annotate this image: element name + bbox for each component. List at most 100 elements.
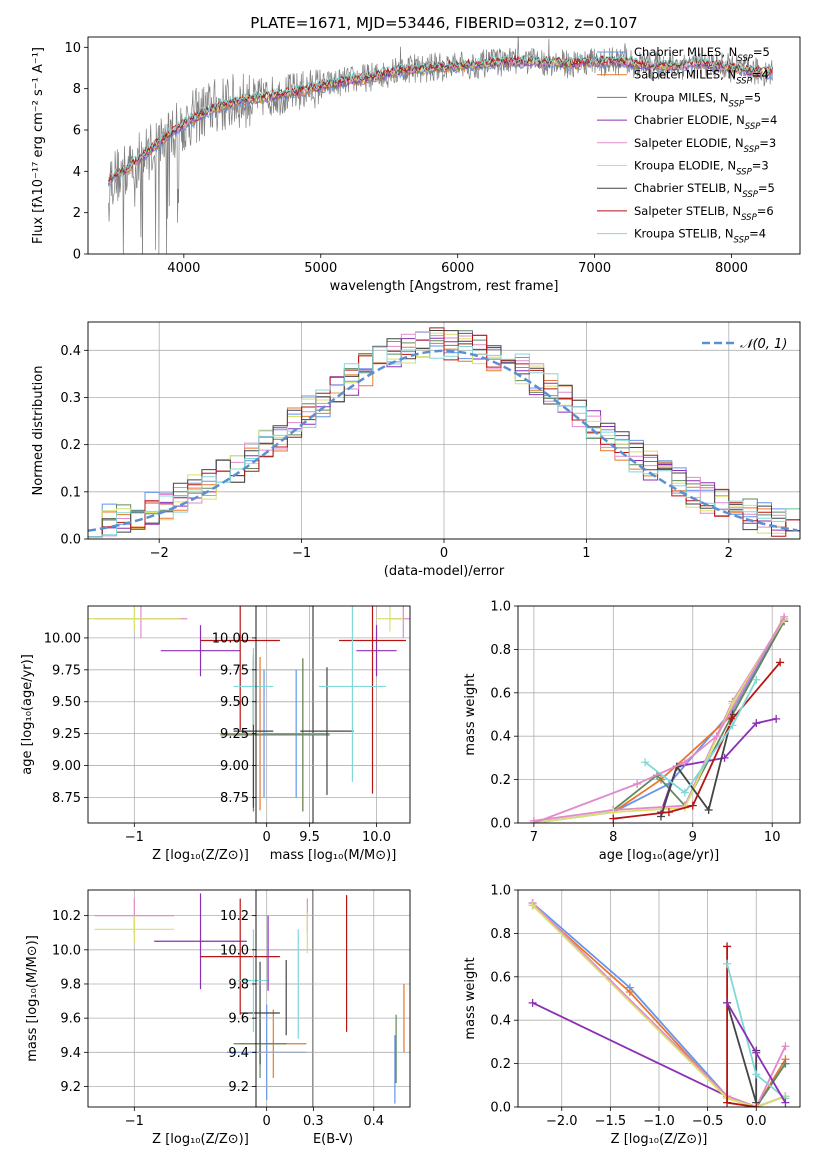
- weight-marker: [633, 779, 642, 788]
- weight-marker: [752, 1070, 761, 1079]
- weight_vs_z-plot: [528, 899, 790, 1107]
- age_vs_mass-plot: [262, 606, 410, 812]
- spectrum-legend: Chabrier MILES, NSSP=5 Salpeter MILES, NS…: [597, 45, 777, 246]
- model-spectrum-9: [108, 53, 774, 180]
- x-axis-label: (data-model)/error: [384, 564, 505, 579]
- legend-entry: Chabrier ELODIE, NSSP=4: [634, 113, 777, 132]
- x-tick-label: 0: [440, 546, 448, 561]
- y-tick-label: 0.6: [490, 686, 511, 701]
- y-tick-label: 9.6: [60, 1012, 81, 1027]
- weight-marker: [776, 658, 785, 667]
- y-tick-label: 9.4: [228, 1046, 249, 1061]
- x-axis-label: age [log₁₀(age/yr)]: [599, 848, 720, 863]
- y-tick-label: 8: [73, 82, 81, 97]
- x-tick-label: 7: [530, 830, 538, 845]
- weight-marker: [704, 805, 713, 814]
- weight-marker: [688, 801, 697, 810]
- x-axis-label: mass [log₁₀(M/M⊙)]: [270, 848, 397, 863]
- weight-marker: [528, 901, 537, 910]
- weight-marker: [529, 819, 538, 823]
- x-axis-label: Z [log₁₀(Z/Z⊙)]: [152, 1132, 249, 1147]
- legend-entry: Salpeter MILES, NSSP=4: [634, 68, 769, 87]
- weight-marker: [780, 612, 789, 621]
- mass_vs_z-panel: −1 0 9.2 9.4 9.6 9.8 10.0 10.2 Z [log₁₀(Z/Z⊙)] ma…: [25, 889, 314, 1147]
- age_vs_mass-panel: 9.5 10.0 8.75 9.00 9.25 9.50 9.75 10.00 mass [lo…: [212, 605, 411, 863]
- x-tick-label: 0: [263, 1114, 271, 1129]
- x-tick-label: −1.5: [595, 1114, 627, 1129]
- y-tick-label: 9.4: [60, 1046, 81, 1061]
- x-tick-label: 9.5: [299, 830, 320, 845]
- spectrum-frame: [87, 36, 801, 255]
- mass_vs_z-plot: [94, 893, 307, 1101]
- weight-line-9: [644, 679, 758, 794]
- y-tick-label: 10.0: [220, 943, 249, 958]
- y-tick-label: 0.8: [490, 927, 511, 942]
- y-axis-label: Normed distribution: [31, 366, 46, 496]
- chart-title: PLATE=1671, MJD=53446, FIBERID=0312, z=0…: [250, 14, 637, 32]
- y-tick-label: 10.00: [44, 631, 81, 646]
- weight_vs_age-grid: [518, 605, 800, 824]
- y-tick-label: 8.75: [220, 791, 249, 806]
- x-tick-label: 1: [582, 546, 590, 561]
- weight-marker: [752, 719, 761, 728]
- legend-entry: Kroupa ELODIE, NSSP=3: [634, 159, 769, 178]
- weight_vs_age-plot: [529, 612, 789, 823]
- y-tick-label: 2: [73, 206, 81, 221]
- weight-marker: [781, 1098, 790, 1107]
- weight-marker: [664, 808, 673, 817]
- y-tick-label: 9.00: [52, 759, 81, 774]
- weight-marker: [723, 959, 732, 968]
- y-axis-label: mass weight: [463, 957, 478, 1039]
- y-tick-label: 0.1: [60, 485, 81, 500]
- legend-entry: Chabrier STELIB, NSSP=5: [634, 181, 775, 200]
- x-tick-label: 2: [725, 546, 733, 561]
- y-tick-label: 9.8: [60, 977, 81, 992]
- weight-marker: [680, 758, 689, 767]
- age_vs_mass-grid: [256, 606, 410, 823]
- x-tick-label: 8000: [715, 261, 748, 276]
- y-tick-label: 6: [73, 124, 81, 139]
- legend-entry: Salpeter STELIB, NSSP=6: [634, 204, 774, 223]
- y-tick-label: 1.0: [490, 884, 511, 899]
- weight-marker: [641, 758, 650, 767]
- weight_vs_z-frame: [517, 889, 801, 1108]
- x-tick-label: 0.0: [746, 1114, 767, 1129]
- y-tick-label: 10.2: [52, 909, 81, 924]
- weight-line-10: [533, 616, 785, 823]
- x-tick-label: 7000: [578, 261, 611, 276]
- y-tick-label: 10: [64, 41, 81, 56]
- weight-marker: [772, 714, 781, 723]
- y-tick-label: 9.25: [220, 727, 249, 742]
- weight-marker: [728, 721, 737, 730]
- weight-marker: [752, 1048, 761, 1057]
- y-axis-label: age [log₁₀(age/yr)]: [20, 654, 35, 775]
- x-tick-label: 10: [764, 830, 781, 845]
- x-axis-label: E(B-V): [313, 1132, 353, 1147]
- weight-marker: [712, 732, 721, 741]
- y-tick-label: 0.3: [60, 391, 81, 406]
- y-tick-label: 9.2: [60, 1080, 81, 1095]
- weight-marker: [723, 1098, 732, 1107]
- x-tick-label: 5000: [304, 261, 337, 276]
- x-tick-label: −1: [125, 830, 144, 845]
- y-tick-label: 0.6: [490, 970, 511, 985]
- x-axis-label: Z [log₁₀(Z/Z⊙)]: [611, 1132, 708, 1147]
- y-tick-label: 9.00: [220, 759, 249, 774]
- y-tick-label: 0.2: [490, 1057, 511, 1072]
- y-tick-label: 4: [73, 165, 81, 180]
- y-tick-label: 0.0: [490, 817, 511, 832]
- residual-histogram-9: [88, 331, 800, 538]
- y-tick-label: 10.00: [212, 631, 249, 646]
- x-tick-label: −2: [150, 546, 169, 561]
- y-tick-label: 0.4: [490, 730, 511, 745]
- mass_vs_ebv-grid: [256, 890, 410, 1107]
- x-tick-label: −1: [125, 1114, 144, 1129]
- spectrum-plot: [108, 37, 774, 254]
- legend-entry: Kroupa STELIB, NSSP=4: [634, 227, 766, 246]
- y-tick-label: 9.50: [220, 695, 249, 710]
- y-tick-label: 0.2: [490, 773, 511, 788]
- x-tick-label: 6000: [441, 261, 474, 276]
- legend-entry: Salpeter ELODIE, NSSP=3: [634, 136, 776, 155]
- x-tick-label: 0.3: [303, 1114, 324, 1129]
- mass_vs_ebv-plot: [267, 895, 405, 1104]
